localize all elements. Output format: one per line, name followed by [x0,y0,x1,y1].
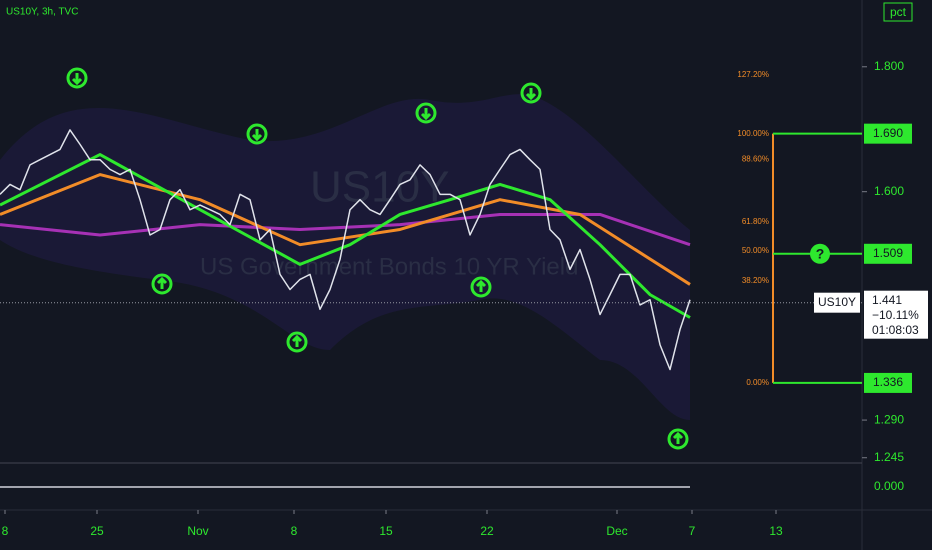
last-change: −10.11% [872,308,919,322]
indicator-tick-label: 0.000 [874,479,904,493]
moving-average [0,212,691,247]
y-tick-label: 1.245 [874,450,904,464]
watermark-subtitle: US Government Bonds 10 YR Yield [200,253,578,280]
x-tick-label: 8 [2,524,9,538]
question-marker [810,243,830,264]
fib-level-label: 61.80% [742,217,769,226]
fib-price-box [864,123,912,144]
fib-price-label: 1.690 [873,126,903,140]
fib-level-label: 127.20% [737,70,769,79]
moving-average [0,173,691,286]
watermark: US10Y [310,163,449,212]
symbol-label: US10Y [818,295,856,309]
moving-average [0,153,691,319]
countdown: 01:08:03 [872,323,919,337]
fib-level-label: 50.00% [742,246,769,255]
y-tick-label: 1.290 [874,412,904,426]
x-tick-label: 8 [291,524,298,538]
fib-level-label: 100.00% [737,129,769,138]
scale-mode[interactable]: pct [890,5,907,19]
x-tick-label: 15 [379,524,393,538]
signal-markers [66,67,689,450]
x-tick-label: Nov [187,524,208,538]
fib-price-label: 1.336 [873,375,903,389]
y-tick-label: 1.600 [874,184,904,198]
symbol-box [814,292,860,313]
band-fill [0,94,690,421]
y-tick-label: 1.800 [874,59,904,73]
x-tick-label: 25 [90,524,104,538]
last-price: 1.441 [872,293,902,307]
fib-level-label: 0.00% [746,378,769,387]
question-text: ? [816,245,825,261]
fib-price-label: 1.509 [873,246,903,260]
fib-level-label: 88.60% [742,154,769,163]
x-tick-label: 7 [689,524,696,538]
x-tick-label: 13 [769,524,783,538]
chart-title: US10Y, 3h, TVC [6,7,78,18]
fib-level-label: 38.20% [742,276,769,285]
fib-price-box [864,372,912,393]
price-box [864,290,928,339]
price-line [0,129,691,371]
fib-price-box [864,243,912,264]
x-tick-label: 22 [480,524,494,538]
x-tick-label: Dec [606,524,627,538]
scale-mode-box[interactable] [883,2,913,22]
